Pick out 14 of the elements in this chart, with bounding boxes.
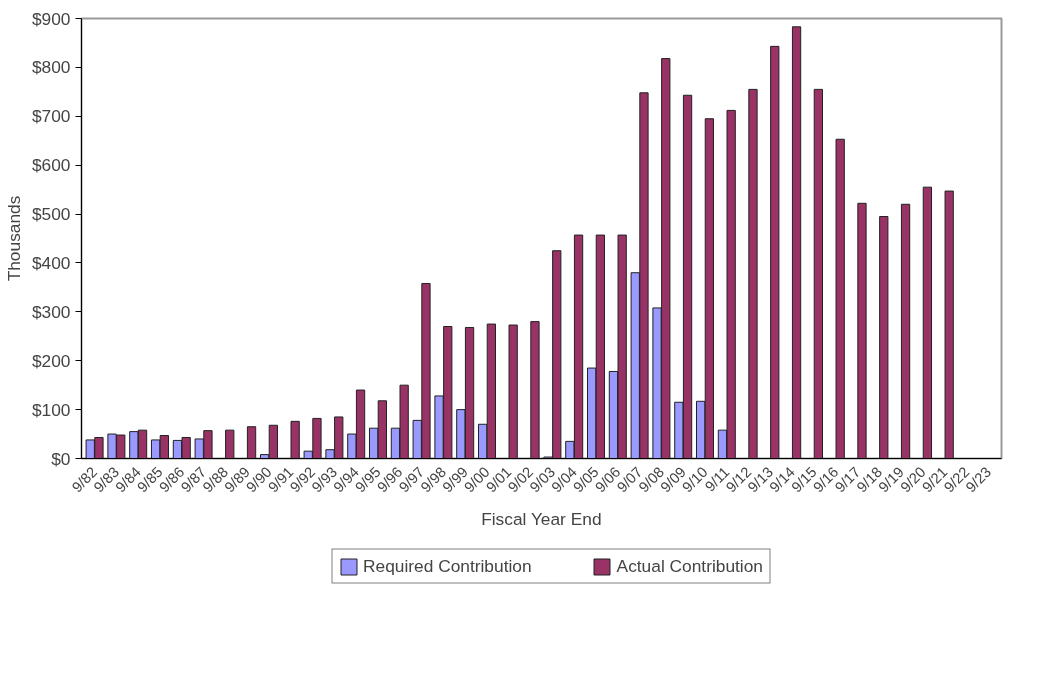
y-tick-label: $300 — [31, 301, 71, 322]
y-tick-label: $600 — [31, 155, 71, 176]
legend-label: Actual Contribution — [616, 555, 763, 577]
x-axis-title: Fiscal Year End — [481, 508, 602, 529]
y-tick-label: $100 — [31, 399, 71, 420]
y-tick-label: $500 — [31, 204, 71, 225]
y-tick-label: $800 — [31, 57, 71, 78]
y-axis-title: Thousands — [3, 195, 24, 282]
y-tick-label: $0 — [51, 448, 71, 469]
y-tick-label: $200 — [31, 350, 71, 371]
y-tick-label: $400 — [31, 252, 71, 273]
legend-label: Required Contribution — [363, 555, 532, 577]
y-tick-label: $900 — [31, 8, 71, 29]
y-tick-label: $700 — [31, 106, 71, 127]
